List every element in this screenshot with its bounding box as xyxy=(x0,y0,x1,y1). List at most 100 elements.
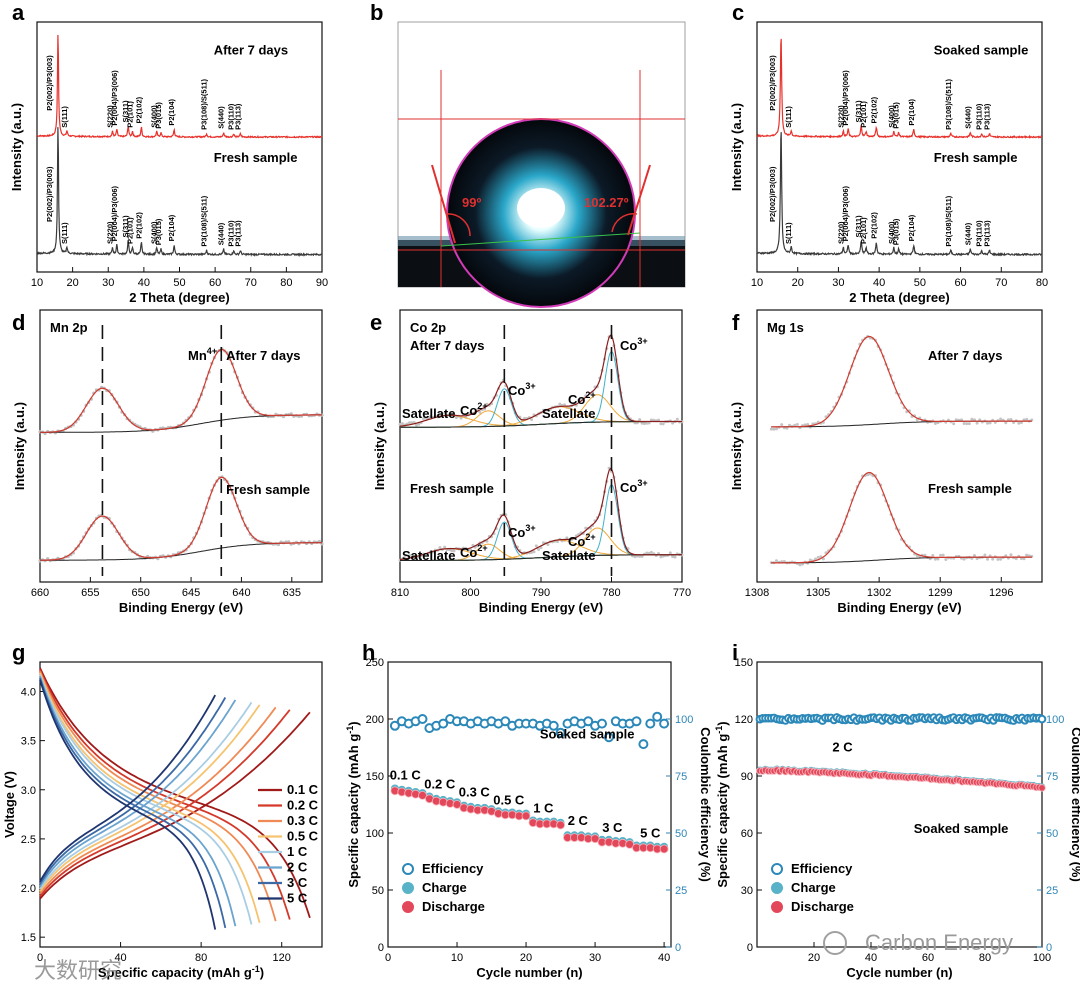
panel-i-ytick-label: 150 xyxy=(735,657,753,669)
panel-i-y2tick-label: 0 xyxy=(1046,942,1052,954)
panel-e-co2-label: Co2+ xyxy=(460,401,488,418)
panel-h-discharge-point xyxy=(452,800,462,809)
panel-a-xtick-label: 50 xyxy=(173,277,185,289)
panel-h-efficiency-point xyxy=(500,716,511,727)
panel-e-datapoint xyxy=(450,412,454,416)
panel-a-peak-label: P2(104) xyxy=(167,98,176,125)
panel-c-xtick-label: 30 xyxy=(832,277,844,289)
panel-a-peak-label: S(220) xyxy=(106,105,115,128)
panel-g-xlabel: Specific capacity (mAh g-1) xyxy=(98,964,264,980)
panel-i-legend-label: Charge xyxy=(791,880,836,895)
panel-h-frame xyxy=(387,661,672,948)
panel-a: a 10 20 30 40 50 60 70 80 90 2 Theta (degree) Inten… xyxy=(9,0,328,305)
panel-f-datapoint xyxy=(983,553,987,557)
angle-arc-left xyxy=(445,213,471,237)
panel-g-charge-3C xyxy=(39,697,227,885)
panel-h-discharge-point xyxy=(625,840,634,849)
panel-h-y2tick-label: 0 xyxy=(675,942,681,954)
panel-h-discharge-point xyxy=(659,844,669,854)
panel-c-peak-label: S(220) xyxy=(836,105,845,128)
panel-h-ytick-label: 0 xyxy=(378,942,384,954)
panel-d-xtick-label: 640 xyxy=(232,587,250,599)
panel-g-ytick-label: 1.5 xyxy=(21,932,36,944)
panel-g-charge-0.5C xyxy=(39,704,261,893)
panel-g-ylabel: Voltage (V) xyxy=(2,771,17,838)
panel-e-co2-label: Co2+ xyxy=(568,390,596,407)
panel-g-ytick-label: 3.5 xyxy=(21,736,36,748)
panel-d-fit-1 xyxy=(40,348,322,433)
panel-h-efficiency-point xyxy=(631,716,642,727)
panel-e-background xyxy=(400,421,682,428)
panel-h-y2tick-label: 25 xyxy=(675,885,687,897)
panel-e-datapoint xyxy=(659,555,663,559)
panel-e-datapoint xyxy=(671,421,675,425)
panel-f-datapoint xyxy=(986,557,989,561)
panel-h-xtick-label: 0 xyxy=(385,952,391,964)
watermark-left-text: 大数研究 xyxy=(34,958,122,983)
panel-i-xtick-label: 80 xyxy=(979,952,991,964)
panel-d: d 660 655 650 645 640 635 Binding Energy (eV) In… xyxy=(12,309,324,615)
panel-a-peak-label: P3(108)/S(511) xyxy=(200,195,209,246)
panel-h-efficiency-point xyxy=(583,716,594,727)
panel-h-legend-marker xyxy=(402,863,414,875)
panel-c-peak-label: P2(004)/P3(006) xyxy=(841,185,850,241)
panel-f-datapoint xyxy=(965,422,969,426)
panel-h-efficiency-point xyxy=(417,714,428,724)
panel-h-efficiency-point xyxy=(652,711,663,722)
panel-e-datapoint xyxy=(532,550,536,554)
panel-g-legend-label: 2 C xyxy=(287,860,308,875)
panel-e-datapoint xyxy=(657,418,660,422)
panel-a-peak-label: S(311) xyxy=(121,100,130,123)
panel-e-datapoint xyxy=(565,536,569,540)
panel-f-datapoint xyxy=(814,557,817,561)
panel-h-y2tick-label: 50 xyxy=(675,828,687,840)
panel-f-datapoint xyxy=(944,558,948,561)
panel-g-discharge-1C xyxy=(39,674,253,925)
panel-c-xtick-label: 70 xyxy=(995,277,1007,289)
panel-e-datapoint xyxy=(640,554,644,558)
panel-e-datapoint xyxy=(415,423,418,427)
panel-h-legend-marker xyxy=(402,901,414,913)
panel-f-datapoint xyxy=(986,421,989,425)
panel-letter-i: i xyxy=(732,640,738,665)
panel-g-legend-label: 0.2 C xyxy=(287,798,319,813)
panel-e-datapoint xyxy=(422,417,425,421)
panel-h-rate-label: 0.5 C xyxy=(493,793,525,808)
panel-a-peak-label: P3(110) xyxy=(227,103,236,130)
panel-f-datapoint xyxy=(1025,553,1029,557)
panel-e-datapoint xyxy=(584,526,588,530)
panel-a-frame xyxy=(36,21,323,273)
panel-i-xlabel: Cycle number (n) xyxy=(846,965,952,980)
panel-e-datapoint xyxy=(469,411,472,415)
panel-e-datapoint xyxy=(638,554,642,558)
panel-d-xtick-label: 635 xyxy=(283,587,301,599)
panel-a-peak-label: P2(002)/P3(003) xyxy=(45,55,54,111)
panel-e: e 810 800 790 780 770 Binding Energy (eV) Inten… xyxy=(370,309,691,615)
panel-i-efficiency-point xyxy=(1037,714,1047,724)
panel-f-datapoint xyxy=(780,423,784,427)
panel-h-rate-label: 5 C xyxy=(640,826,661,841)
panel-a-sample-label: Fresh sample xyxy=(214,150,298,165)
panel-a-peak-label: S(400) xyxy=(150,105,159,128)
panel-f-datapoint xyxy=(1022,557,1026,561)
panel-h-rate-label: 0.1 C xyxy=(390,767,422,782)
panel-f-xtick-label: 1305 xyxy=(806,587,830,599)
panel-i-annotation: Soaked sample xyxy=(914,821,1009,836)
panel-i-legend-label: Discharge xyxy=(791,899,854,914)
panel-f-ylabel: Intensity (a.u.) xyxy=(729,402,744,490)
panel-a-peak-label: S(111) xyxy=(60,222,69,244)
panel-g-discharge-5C xyxy=(39,679,217,930)
panel-f-datapoint xyxy=(795,423,799,426)
panel-a-xtick-label: 10 xyxy=(31,277,43,289)
panel-f-datapoint xyxy=(808,558,812,562)
panel-e-datapoint xyxy=(645,551,649,555)
panel-c-peak-label: P2(002)/P3(003) xyxy=(768,166,777,222)
panel-c-ylabel: Intensity (a.u.) xyxy=(729,103,744,191)
panel-e-datapoint xyxy=(523,416,526,420)
baseline xyxy=(440,232,641,247)
panel-i-xtick-label: 40 xyxy=(865,952,877,964)
panel-e-datapoint xyxy=(534,544,538,548)
panel-h-annotation: Soaked sample xyxy=(540,726,635,741)
panel-e-datapoint xyxy=(452,549,456,553)
panel-i-xtick-label: 20 xyxy=(808,952,820,964)
